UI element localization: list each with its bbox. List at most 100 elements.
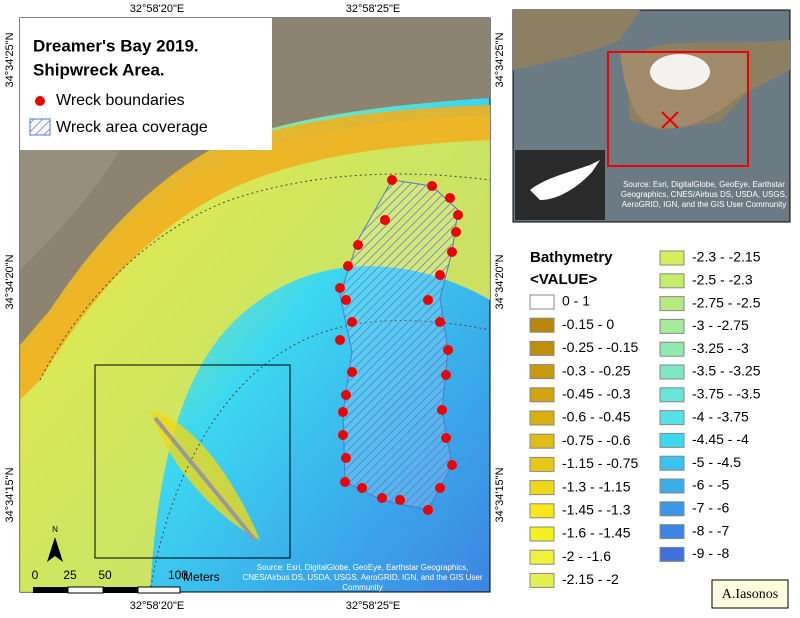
legend-swatch bbox=[529, 387, 555, 403]
extent-frame bbox=[607, 51, 749, 167]
legend-class-label: -0.3 - -0.25 bbox=[562, 362, 631, 378]
legend-class-label: -0.15 - 0 bbox=[562, 316, 614, 332]
legend-class-label: -2.5 - -2.3 bbox=[692, 272, 753, 288]
zoom-frame bbox=[94, 364, 291, 559]
legend-swatch bbox=[529, 433, 555, 449]
wreck-point bbox=[340, 477, 350, 487]
legend-swatch bbox=[659, 432, 685, 448]
legend-swatch bbox=[659, 318, 685, 334]
wreck-point bbox=[380, 215, 390, 225]
scale-bar bbox=[103, 587, 138, 593]
longitude-label: 32°58'25"E bbox=[346, 600, 400, 612]
legend-class-label: -8 - -7 bbox=[692, 522, 730, 538]
wreck-point bbox=[435, 270, 445, 280]
legend-swatch bbox=[659, 410, 685, 426]
wreck-debris bbox=[153, 416, 257, 542]
legend-title: Bathymetry bbox=[530, 249, 613, 266]
wreck-point bbox=[441, 370, 451, 380]
legend-box bbox=[20, 18, 272, 150]
legend-swatch bbox=[529, 364, 555, 380]
legend-class-label: 0 - 1 bbox=[562, 293, 590, 309]
wreck-point bbox=[423, 295, 433, 305]
legend-class-label: -3.5 - -3.25 bbox=[692, 363, 761, 379]
scale-bar bbox=[67, 586, 104, 594]
longitude-label: 32°58'20"E bbox=[130, 600, 184, 612]
latitude-label: 34°34'20"N bbox=[494, 254, 506, 309]
credit-box bbox=[711, 579, 789, 609]
legend-swatch bbox=[659, 524, 685, 540]
legend-swatch bbox=[529, 317, 555, 333]
bathymetry-legend: Bathymetry <VALUE> 0 - 1 -0.15 - 0 -0.25 -… bbox=[529, 249, 761, 588]
wreck-point bbox=[387, 175, 397, 185]
legend-swatch bbox=[659, 341, 685, 357]
cyprus bbox=[530, 160, 600, 200]
legend-class-label: -1.6 - -1.45 bbox=[562, 525, 631, 541]
wreck-point bbox=[427, 181, 437, 191]
wreck-point bbox=[437, 405, 447, 415]
longitude-label: 32°58'25"E bbox=[346, 3, 400, 15]
main-map: Dreamer's Bay 2019. Shipwreck Area. Wrec… bbox=[4, 3, 506, 612]
latitude-label: 34°34'15"N bbox=[4, 467, 16, 522]
legend-swatch bbox=[659, 387, 685, 403]
legend-class-label: -2.75 - -2.5 bbox=[692, 294, 761, 310]
legend-area bbox=[29, 118, 51, 136]
wreck-point bbox=[445, 193, 455, 203]
legend-swatch bbox=[659, 455, 685, 471]
wreck-point bbox=[453, 210, 463, 220]
legend-class-label: -2.15 - -2 bbox=[562, 571, 619, 587]
legend-swatch bbox=[529, 503, 555, 519]
legend-class-label: -5 - -4.5 bbox=[692, 454, 741, 470]
inset-map bbox=[512, 9, 791, 223]
wreck-point bbox=[347, 367, 357, 377]
wreck-point bbox=[395, 495, 405, 505]
legend-swatch bbox=[529, 410, 555, 426]
title-line: Shipwreck Area. bbox=[33, 60, 165, 79]
scale-label: 50 bbox=[98, 568, 112, 582]
title-line: Dreamer's Bay 2019. bbox=[33, 36, 199, 55]
wreck-point bbox=[377, 493, 387, 503]
wreck-point bbox=[335, 283, 345, 293]
wreck-point bbox=[441, 433, 451, 443]
wreck-point bbox=[341, 453, 351, 463]
wreck-point bbox=[443, 345, 453, 355]
map-source: Source: Esri, DigitalGlobe, GeoEye, Eart… bbox=[242, 563, 483, 592]
legend-swatch bbox=[529, 294, 555, 310]
legend-class-label: -1.3 - -1.15 bbox=[562, 478, 631, 494]
legend-class-label: -3 - -2.75 bbox=[692, 317, 749, 333]
legend-class-label: -0.75 - -0.6 bbox=[562, 432, 631, 448]
legend-swatch bbox=[659, 546, 685, 562]
longitude-label: 32°58'20"E bbox=[130, 3, 184, 15]
wreck-point bbox=[451, 227, 461, 237]
scale-label: 0 bbox=[32, 568, 39, 582]
site-marker bbox=[661, 111, 679, 129]
credit: A.Iasonos bbox=[722, 587, 778, 602]
legend-label: Wreck area coverage bbox=[56, 119, 208, 136]
legend-swatch bbox=[529, 456, 555, 472]
legend-label: Wreck boundaries bbox=[56, 92, 185, 109]
legend-class-label: -7 - -6 bbox=[692, 500, 730, 516]
north-arrow bbox=[47, 537, 63, 562]
legend-swatch bbox=[659, 478, 685, 494]
wreck-point bbox=[447, 247, 457, 257]
legend-field: <VALUE> bbox=[530, 271, 597, 288]
legend-swatch bbox=[529, 549, 555, 565]
wreck-point bbox=[341, 390, 351, 400]
latitude-label: 34°34'25"N bbox=[494, 32, 506, 87]
legend-class-label: -0.6 - -0.45 bbox=[562, 409, 631, 425]
beach-zone bbox=[20, 105, 490, 400]
scale-bar bbox=[33, 587, 68, 593]
legend-swatch bbox=[529, 526, 555, 542]
scale-unit: Meters bbox=[183, 570, 220, 584]
legend-swatch bbox=[529, 340, 555, 356]
legend-class-label: -2.3 - -2.15 bbox=[692, 249, 761, 265]
wreck-point bbox=[347, 317, 357, 327]
legend-swatch bbox=[659, 296, 685, 312]
wreck-point bbox=[447, 460, 457, 470]
wreck-point bbox=[343, 261, 353, 271]
latitude-label: 34°34'20"N bbox=[4, 254, 16, 309]
legend-swatch bbox=[659, 501, 685, 517]
legend-class-label: -0.45 - -0.3 bbox=[562, 386, 631, 402]
legend-class-label: -9 - -8 bbox=[692, 545, 730, 561]
legend-class-label: -3.75 - -3.5 bbox=[692, 386, 761, 402]
